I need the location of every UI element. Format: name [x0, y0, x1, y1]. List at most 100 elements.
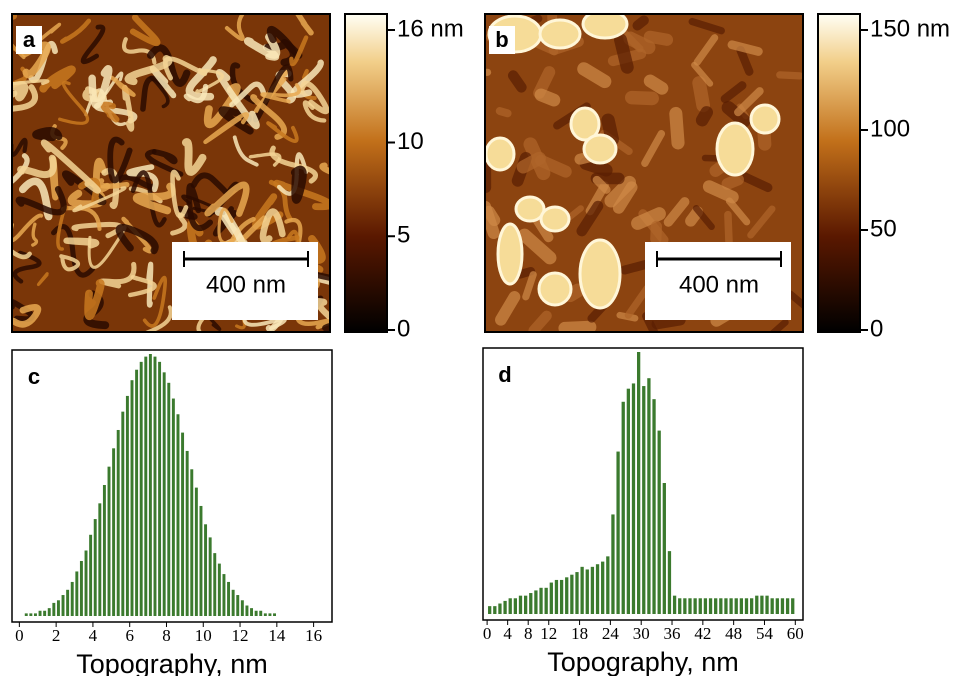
histogram-bar: [273, 613, 276, 616]
histogram-bar: [770, 598, 774, 614]
histogram-bar: [621, 401, 625, 614]
histogram-bar: [683, 598, 687, 614]
texture: [579, 157, 613, 177]
histogram-bar: [544, 587, 548, 614]
texture: [643, 30, 674, 46]
histogram-bar: [534, 590, 538, 614]
histogram-bar: [636, 352, 641, 614]
texture: [295, 312, 330, 330]
histogram-bar: [595, 564, 600, 614]
texture: [642, 311, 659, 332]
histogram-bar: [693, 598, 697, 614]
histogram-bar: [554, 579, 559, 614]
texture: [592, 175, 611, 194]
texture: [176, 205, 198, 220]
histogram-bar: [102, 485, 106, 616]
histogram-bar: [601, 561, 605, 614]
texture: [59, 254, 80, 272]
histogram-bar: [148, 354, 152, 616]
x-tick-label: 0: [483, 624, 492, 643]
particle: [485, 136, 516, 172]
texture: [517, 228, 557, 265]
histogram-bar: [652, 399, 656, 614]
histogram-bar: [590, 566, 595, 614]
histogram-bar: [190, 469, 194, 616]
histogram-bar: [162, 372, 166, 616]
histogram-bar: [254, 610, 258, 616]
histogram-bar: [667, 551, 672, 614]
histogram-bar: [181, 432, 185, 616]
texture: [528, 310, 552, 332]
histogram-bar: [719, 598, 723, 614]
histogram-bar: [647, 378, 651, 614]
particle: [715, 121, 755, 177]
histogram-bar: [98, 503, 102, 616]
texture: [290, 165, 307, 204]
histogram-bar: [580, 566, 584, 614]
histogram-bar: [61, 595, 65, 616]
texture: [60, 18, 92, 44]
histogram-bar: [765, 595, 769, 614]
texture: [185, 56, 217, 101]
histogram-bar: [250, 608, 254, 616]
texture: [232, 135, 259, 167]
texture: [183, 83, 209, 104]
image-frame: [11, 13, 331, 333]
histogram-bar: [121, 411, 125, 616]
texture: [170, 169, 189, 219]
histogram-bar: [107, 466, 111, 616]
histogram-bar: [52, 602, 56, 616]
texture: [17, 154, 57, 179]
texture: [142, 275, 167, 328]
histogram-bar: [642, 386, 646, 614]
x-tick-label: 42: [694, 624, 711, 643]
texture: [734, 87, 764, 117]
x-tick-label: 30: [633, 624, 650, 643]
x-tick-label: 54: [756, 624, 774, 643]
x-tick-label: 12: [540, 624, 557, 643]
texture: [39, 65, 76, 93]
texture: [577, 62, 612, 89]
histogram-bar: [227, 581, 231, 616]
texture: [294, 14, 314, 36]
texture: [124, 55, 173, 86]
histogram-bar: [585, 569, 589, 614]
histogram-bar: [508, 598, 512, 614]
texture: [727, 40, 763, 56]
texture: [302, 100, 327, 123]
texture: [688, 17, 725, 35]
texture: [12, 303, 42, 328]
texture: [739, 172, 773, 193]
histogram-bar: [780, 598, 785, 614]
texture: [693, 34, 719, 66]
histogram-bar: [539, 587, 543, 614]
texture: [702, 180, 739, 204]
texture: [51, 224, 95, 278]
histogram-bar: [240, 600, 244, 616]
x-tick-label: 12: [232, 626, 249, 645]
histogram-bar: [749, 598, 754, 614]
texture: [631, 207, 666, 230]
texture: [515, 266, 536, 279]
histogram-bar: [199, 505, 203, 616]
texture: [601, 113, 619, 147]
particle: [539, 205, 571, 233]
histogram-bar: [84, 550, 88, 616]
texture: [534, 88, 561, 107]
particle: [569, 106, 601, 142]
texture: [260, 83, 301, 104]
texture: [769, 318, 789, 332]
texture: [143, 305, 173, 332]
histogram-bar: [744, 598, 749, 614]
colorbar-tick-label: 100: [870, 115, 910, 142]
x-tick-label: 36: [664, 624, 681, 643]
colorbar-tick-label: 50: [870, 215, 897, 242]
particle: [514, 195, 546, 223]
histogram-bar: [616, 451, 620, 614]
texture: [224, 14, 245, 42]
texture: [242, 309, 287, 331]
x-tick-label: 4: [503, 624, 512, 643]
histogram-bar: [236, 595, 240, 616]
texture: [692, 76, 710, 113]
